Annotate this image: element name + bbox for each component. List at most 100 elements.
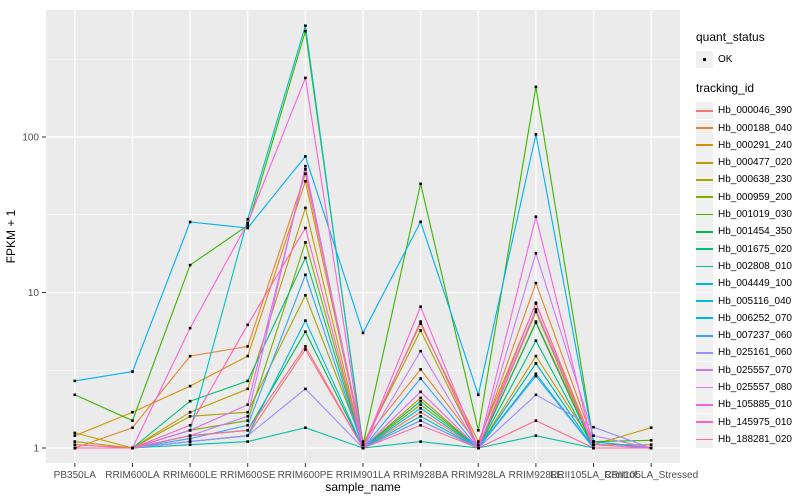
data-point — [73, 393, 77, 397]
legend-item: Hb_105885_010 — [696, 396, 800, 414]
legend-line-icon — [696, 196, 713, 199]
legend-key — [696, 327, 713, 345]
data-point — [304, 24, 307, 27]
legend-item-ok: OK — [696, 51, 800, 68]
legend-line-icon — [696, 248, 713, 251]
data-point — [304, 168, 307, 171]
data-point — [131, 419, 134, 422]
legend-item: Hb_002808_010 — [696, 257, 800, 275]
data-point — [534, 372, 538, 376]
legend-item: Hb_025557_070 — [696, 361, 800, 379]
data-point — [188, 434, 192, 437]
x-tick-label: RRIM928LE — [509, 470, 564, 481]
data-point — [73, 443, 77, 446]
data-point — [304, 345, 307, 348]
data-point — [419, 410, 422, 414]
data-point — [246, 323, 249, 327]
legend-key — [696, 223, 713, 241]
data-point — [649, 446, 653, 450]
data-point — [246, 415, 249, 418]
legend-key — [696, 379, 713, 397]
data-point — [534, 133, 538, 136]
data-point — [131, 410, 134, 414]
x-tick-label: RRIM928LA — [451, 470, 506, 481]
legend-key — [696, 188, 713, 206]
x-tick-label: RRII105LA_Control — [550, 470, 637, 481]
data-point — [188, 399, 192, 403]
data-point — [188, 384, 192, 388]
data-point — [246, 429, 249, 432]
legend-key — [696, 292, 713, 310]
data-point — [131, 370, 134, 373]
legend-key — [696, 344, 713, 362]
data-point — [419, 322, 422, 325]
data-point — [419, 424, 422, 427]
data-point — [304, 29, 307, 33]
data-point — [246, 354, 249, 358]
data-point — [246, 379, 249, 383]
data-point — [246, 410, 249, 414]
data-point — [534, 301, 538, 304]
data-point — [534, 215, 538, 218]
legend-item-label: Hb_105885_010 — [718, 399, 792, 411]
legend-line-icon — [696, 352, 713, 354]
legend-line-icon — [696, 230, 713, 233]
legend-item: Hb_145975_010 — [696, 413, 800, 431]
data-point — [304, 226, 307, 230]
x-tick-label: RRIM600PE — [278, 470, 334, 481]
data-point — [304, 76, 307, 80]
data-point — [361, 443, 365, 446]
data-point — [304, 155, 307, 158]
data-point — [304, 319, 307, 322]
legend-item-label: Hb_002808_010 — [718, 260, 792, 272]
legend-key — [696, 361, 713, 379]
legend-key — [696, 275, 713, 293]
legend-item-label: Hb_000477_020 — [718, 157, 792, 169]
legend-item-label: Hb_007237_060 — [718, 330, 792, 342]
y-tick-label: 10 — [28, 288, 40, 299]
legend-item: Hb_000638_230 — [696, 171, 800, 189]
legend-item: Hb_000291_240 — [696, 136, 800, 154]
legend-item-label: Hb_005116_040 — [718, 295, 792, 307]
data-point — [73, 440, 77, 443]
data-point — [592, 446, 595, 450]
data-point — [304, 348, 307, 351]
legend-spacer — [696, 68, 800, 81]
data-point — [649, 443, 653, 446]
data-point — [246, 387, 249, 391]
legend-item: Hb_001675_020 — [696, 240, 800, 258]
data-point — [534, 281, 538, 285]
data-point — [188, 437, 192, 440]
legend-key — [696, 154, 713, 172]
data-point — [419, 182, 422, 186]
legend-key — [696, 51, 713, 68]
legend-key — [696, 119, 713, 137]
data-point — [534, 321, 538, 324]
data-point — [304, 172, 307, 176]
legend-item: Hb_000477_020 — [696, 154, 800, 172]
data-point — [419, 399, 422, 403]
data-point — [534, 85, 538, 89]
data-point — [534, 354, 538, 358]
data-point — [246, 434, 249, 437]
legend-item-label: Hb_000638_230 — [718, 174, 792, 186]
legend-item: Hb_001454_350 — [696, 223, 800, 241]
legend-line-icon — [696, 369, 713, 372]
data-point — [73, 431, 77, 435]
data-point — [131, 426, 134, 429]
data-point — [304, 206, 307, 210]
data-point — [477, 446, 480, 450]
data-point — [534, 310, 538, 314]
legend-key — [696, 240, 713, 258]
data-point — [246, 424, 249, 427]
x-tick-label: RRIM600LA — [105, 470, 160, 481]
legend-key — [696, 413, 713, 431]
legend-item: Hb_188281_020 — [696, 430, 800, 448]
data-point — [592, 440, 595, 443]
data-point — [304, 179, 307, 183]
legend-line-icon — [696, 265, 713, 268]
data-point — [73, 379, 77, 383]
legend-item: Hb_025557_080 — [696, 379, 800, 397]
data-point — [419, 305, 422, 308]
